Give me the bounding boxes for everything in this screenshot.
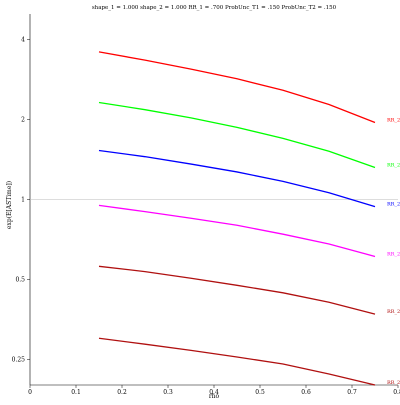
y-tick-label: 1	[21, 197, 25, 204]
series-line	[98, 204, 376, 258]
series-lines	[98, 51, 376, 386]
series-label: RR_2 = 1.000	[387, 380, 400, 386]
x-tick-label: 0.2	[117, 389, 127, 396]
x-tick-label: 0.7	[347, 389, 357, 396]
y-tick-label: 4	[21, 37, 25, 44]
x-tick-label: 0.4	[209, 389, 219, 396]
chart-title: shape_1 = 1.000 shape_2 = 1.000 RR_1 = .…	[92, 5, 337, 11]
series-line	[98, 265, 376, 315]
x-tick-label: 0	[28, 389, 32, 396]
series-label: RR_2 = .700	[387, 202, 400, 208]
series-line	[98, 149, 376, 208]
series-label: RR_2 = .900	[387, 309, 400, 315]
x-tick-label: 0.3	[163, 389, 173, 396]
x-axis-title: rho	[209, 393, 220, 400]
x-tick-label: 0.1	[71, 389, 81, 396]
axes: 0 0.1 0.2 0.3 0.4 0.5 0.6 0.7 0.8 0.25 0.5 1 2 4	[12, 14, 400, 396]
x-tick-label: 0.6	[301, 389, 311, 396]
series-label: RR_2 = .800	[387, 251, 400, 257]
y-tick-label: 0.25	[12, 356, 26, 363]
series-labels: RR_2 = .500 RR_2 = .600 RR_2 = .700 RR_2 = …	[387, 118, 400, 386]
series-line	[98, 101, 376, 169]
x-tick-label: 0.5	[255, 389, 265, 396]
series-line	[98, 337, 376, 386]
x-tick-label: 0.8	[393, 389, 400, 396]
y-axis-title: exp(E[ASTime])	[6, 181, 13, 229]
series-label: RR_2 = .500	[387, 118, 400, 124]
series-label: RR_2 = .600	[387, 163, 400, 169]
y-tick-label: 2	[21, 117, 25, 124]
series-line	[98, 51, 376, 124]
y-tick-label: 0.5	[15, 276, 25, 283]
